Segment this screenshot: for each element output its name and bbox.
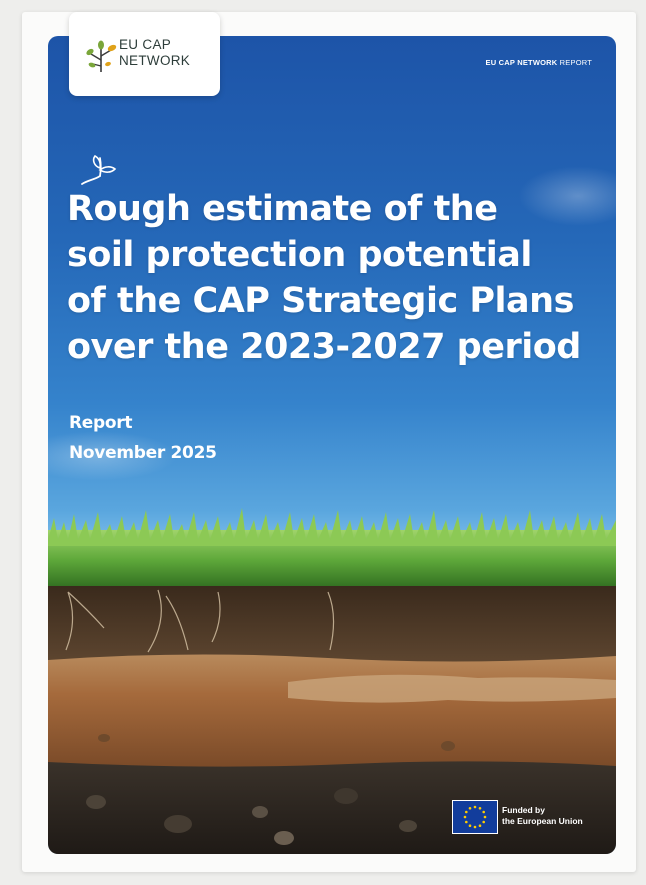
sky-cloud: [518, 166, 616, 226]
report-title: Rough estimate of the soil protection po…: [67, 186, 612, 370]
funding-line: Funded by: [502, 805, 545, 815]
sky-cloud: [48, 431, 178, 481]
soil-cross-section-image: [48, 508, 616, 854]
header-brand: EU CAP NETWORK: [485, 58, 558, 67]
logo-wordmark: EU CAP NETWORK: [119, 37, 215, 69]
title-line: Rough estimate of the: [67, 189, 498, 229]
header-label: REPORT: [559, 58, 592, 67]
eu-cap-network-logo: EU CAP NETWORK: [69, 12, 220, 96]
report-date: November 2025: [69, 443, 217, 463]
title-line: over the 2023-2027 period: [67, 327, 581, 367]
header-tag: EU CAP NETWORK REPORT: [486, 58, 592, 67]
leaf-sprout-logo-icon: [86, 40, 117, 72]
report-cover: EU CAP NETWORK REPORT Rough estimate of …: [48, 36, 616, 854]
funding-text: Funded by the European Union: [502, 805, 612, 827]
logo-line: NETWORK: [119, 53, 191, 68]
report-subtitle: Report November 2025: [69, 408, 217, 468]
eu-flag-icon: [452, 800, 498, 834]
logo-line: EU CAP: [119, 37, 172, 52]
report-type: Report: [69, 413, 133, 433]
sprout-icon: [81, 154, 117, 185]
funding-line: the European Union: [502, 816, 583, 826]
title-line: of the CAP Strategic Plans: [67, 281, 574, 321]
title-line: soil protection potential: [67, 235, 532, 275]
